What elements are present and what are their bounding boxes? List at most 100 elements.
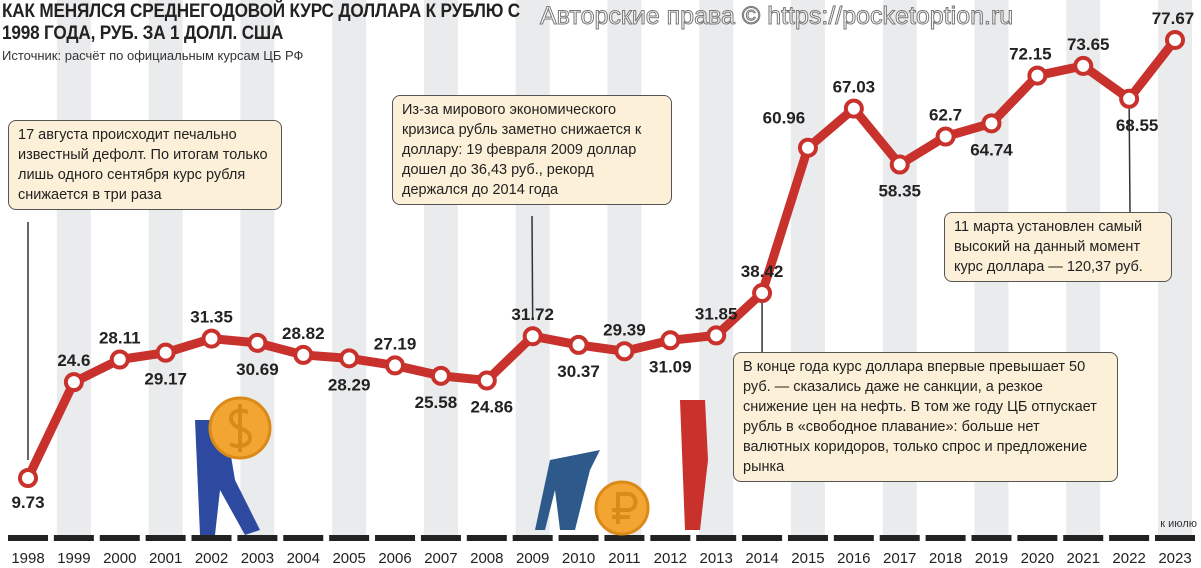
axis-segment: [742, 535, 783, 541]
annotation-connector: [531, 215, 534, 321]
data-label: 30.69: [236, 360, 279, 379]
data-label: 31.09: [649, 357, 692, 376]
axis-segment: [879, 535, 920, 541]
data-point: [430, 365, 451, 386]
data-point: [568, 334, 589, 355]
data-label: 73.65: [1067, 35, 1110, 54]
background-stripe: [56, 0, 91, 535]
dollar-sign-icon: [229, 404, 253, 452]
data-label: 28.82: [282, 324, 325, 343]
data-label: 31.85: [695, 304, 738, 323]
background-stripe: [332, 0, 367, 535]
axis-segment: [145, 535, 186, 541]
data-label: 38.42: [741, 262, 784, 281]
x-tick-label: 2019: [975, 550, 1008, 567]
data-label: 68.55: [1116, 116, 1159, 135]
ruble-sign-icon: [612, 492, 638, 524]
data-point: [476, 370, 497, 391]
chart-subtitle: Источник: расчёт по официальным курсам Ц…: [2, 48, 304, 63]
x-tick-label: 1998: [11, 550, 44, 567]
data-label: 24.6: [57, 351, 90, 370]
data-point: [797, 137, 818, 158]
data-point: [1027, 65, 1048, 86]
data-point: [522, 326, 543, 347]
axis-segment: [1017, 535, 1058, 541]
axis-segment: [1109, 535, 1150, 541]
data-label: 60.96: [763, 109, 806, 128]
background-stripe: [607, 0, 642, 535]
x-tick-label: 2011: [608, 550, 640, 567]
x-tick-label: 2016: [837, 550, 870, 567]
x-tick-label: 2012: [654, 550, 687, 567]
data-point: [706, 325, 727, 346]
x-tick-label: 2000: [103, 550, 136, 567]
x-tick-label: 2018: [929, 550, 962, 567]
axis-segment: [420, 535, 461, 541]
axis-segment: [604, 535, 645, 541]
x-tick-label: 2004: [287, 550, 320, 567]
axis-segment: [375, 535, 416, 541]
data-point: [935, 126, 956, 147]
x-tick-label: 2001: [149, 550, 182, 567]
data-point: [109, 349, 130, 370]
axis-segment: [99, 535, 140, 541]
data-point: [293, 344, 314, 365]
axis-segment: [237, 535, 278, 541]
axis-segment: [466, 535, 507, 541]
x-tick-label: 2007: [424, 550, 457, 567]
data-point: [889, 154, 910, 175]
axis-segment: [512, 535, 553, 541]
note-2023: к июлю: [1160, 518, 1197, 530]
data-point: [1165, 29, 1185, 50]
x-tick-label: 2005: [332, 550, 365, 567]
axis-segment: [53, 535, 94, 541]
data-label: 29.39: [603, 320, 646, 339]
x-tick-label: 2020: [1021, 550, 1054, 567]
data-label: 31.72: [511, 305, 554, 324]
annotation-connector: [1128, 101, 1131, 213]
axis-segment: [191, 535, 232, 541]
annotation-2009: Из-за мирового экономического кризиса ру…: [392, 95, 672, 205]
data-point: [843, 98, 864, 119]
data-label: 27.19: [374, 334, 417, 353]
x-tick-label: 2022: [1112, 550, 1145, 567]
annotation-2014: В конце года курс доллара впервые превыш…: [733, 352, 1118, 482]
axis-segment: [558, 535, 599, 541]
data-point: [1119, 88, 1140, 109]
axis-segment: [1063, 535, 1104, 541]
data-label: 64.74: [970, 140, 1013, 159]
x-tick-label: 2010: [562, 550, 595, 567]
data-point: [201, 328, 222, 349]
x-tick-label: 2023: [1158, 550, 1191, 567]
axis-segment: [787, 535, 828, 541]
person-figure: [535, 450, 600, 530]
data-point: [155, 342, 176, 363]
data-label: 62.7: [929, 106, 962, 125]
axis-segment: [833, 535, 874, 541]
data-point: [614, 341, 635, 362]
x-tick-label: 2021: [1067, 550, 1100, 567]
data-point: [18, 468, 38, 488]
data-label: 28.29: [328, 375, 371, 394]
axis-segment: [925, 535, 966, 541]
x-tick-label: 2013: [700, 550, 733, 567]
person-figure: [680, 400, 708, 530]
axis-segment: [971, 535, 1012, 541]
axis-segment: [1155, 535, 1195, 541]
data-point: [385, 355, 406, 376]
axis-segment: [650, 535, 691, 541]
watermark: Авторские права © https://pocketoption.r…: [539, 2, 1014, 31]
chart-title: КАК МЕНЯЛСЯ СРЕДНЕГОДОВОЙ КУРС ДОЛЛАРА К…: [2, 0, 521, 44]
data-point: [660, 330, 681, 351]
data-point: [981, 113, 1002, 134]
data-point: [1073, 55, 1094, 76]
x-tick-label: 1999: [57, 550, 90, 567]
data-label: 25.58: [415, 393, 458, 412]
data-label: 9.73: [11, 493, 44, 512]
annotation-2022: 11 марта установлен самый высокий на дан…: [944, 212, 1172, 282]
data-label: 31.35: [190, 308, 233, 327]
data-label: 77.67: [1152, 9, 1195, 28]
x-tick-label: 2014: [745, 550, 778, 567]
